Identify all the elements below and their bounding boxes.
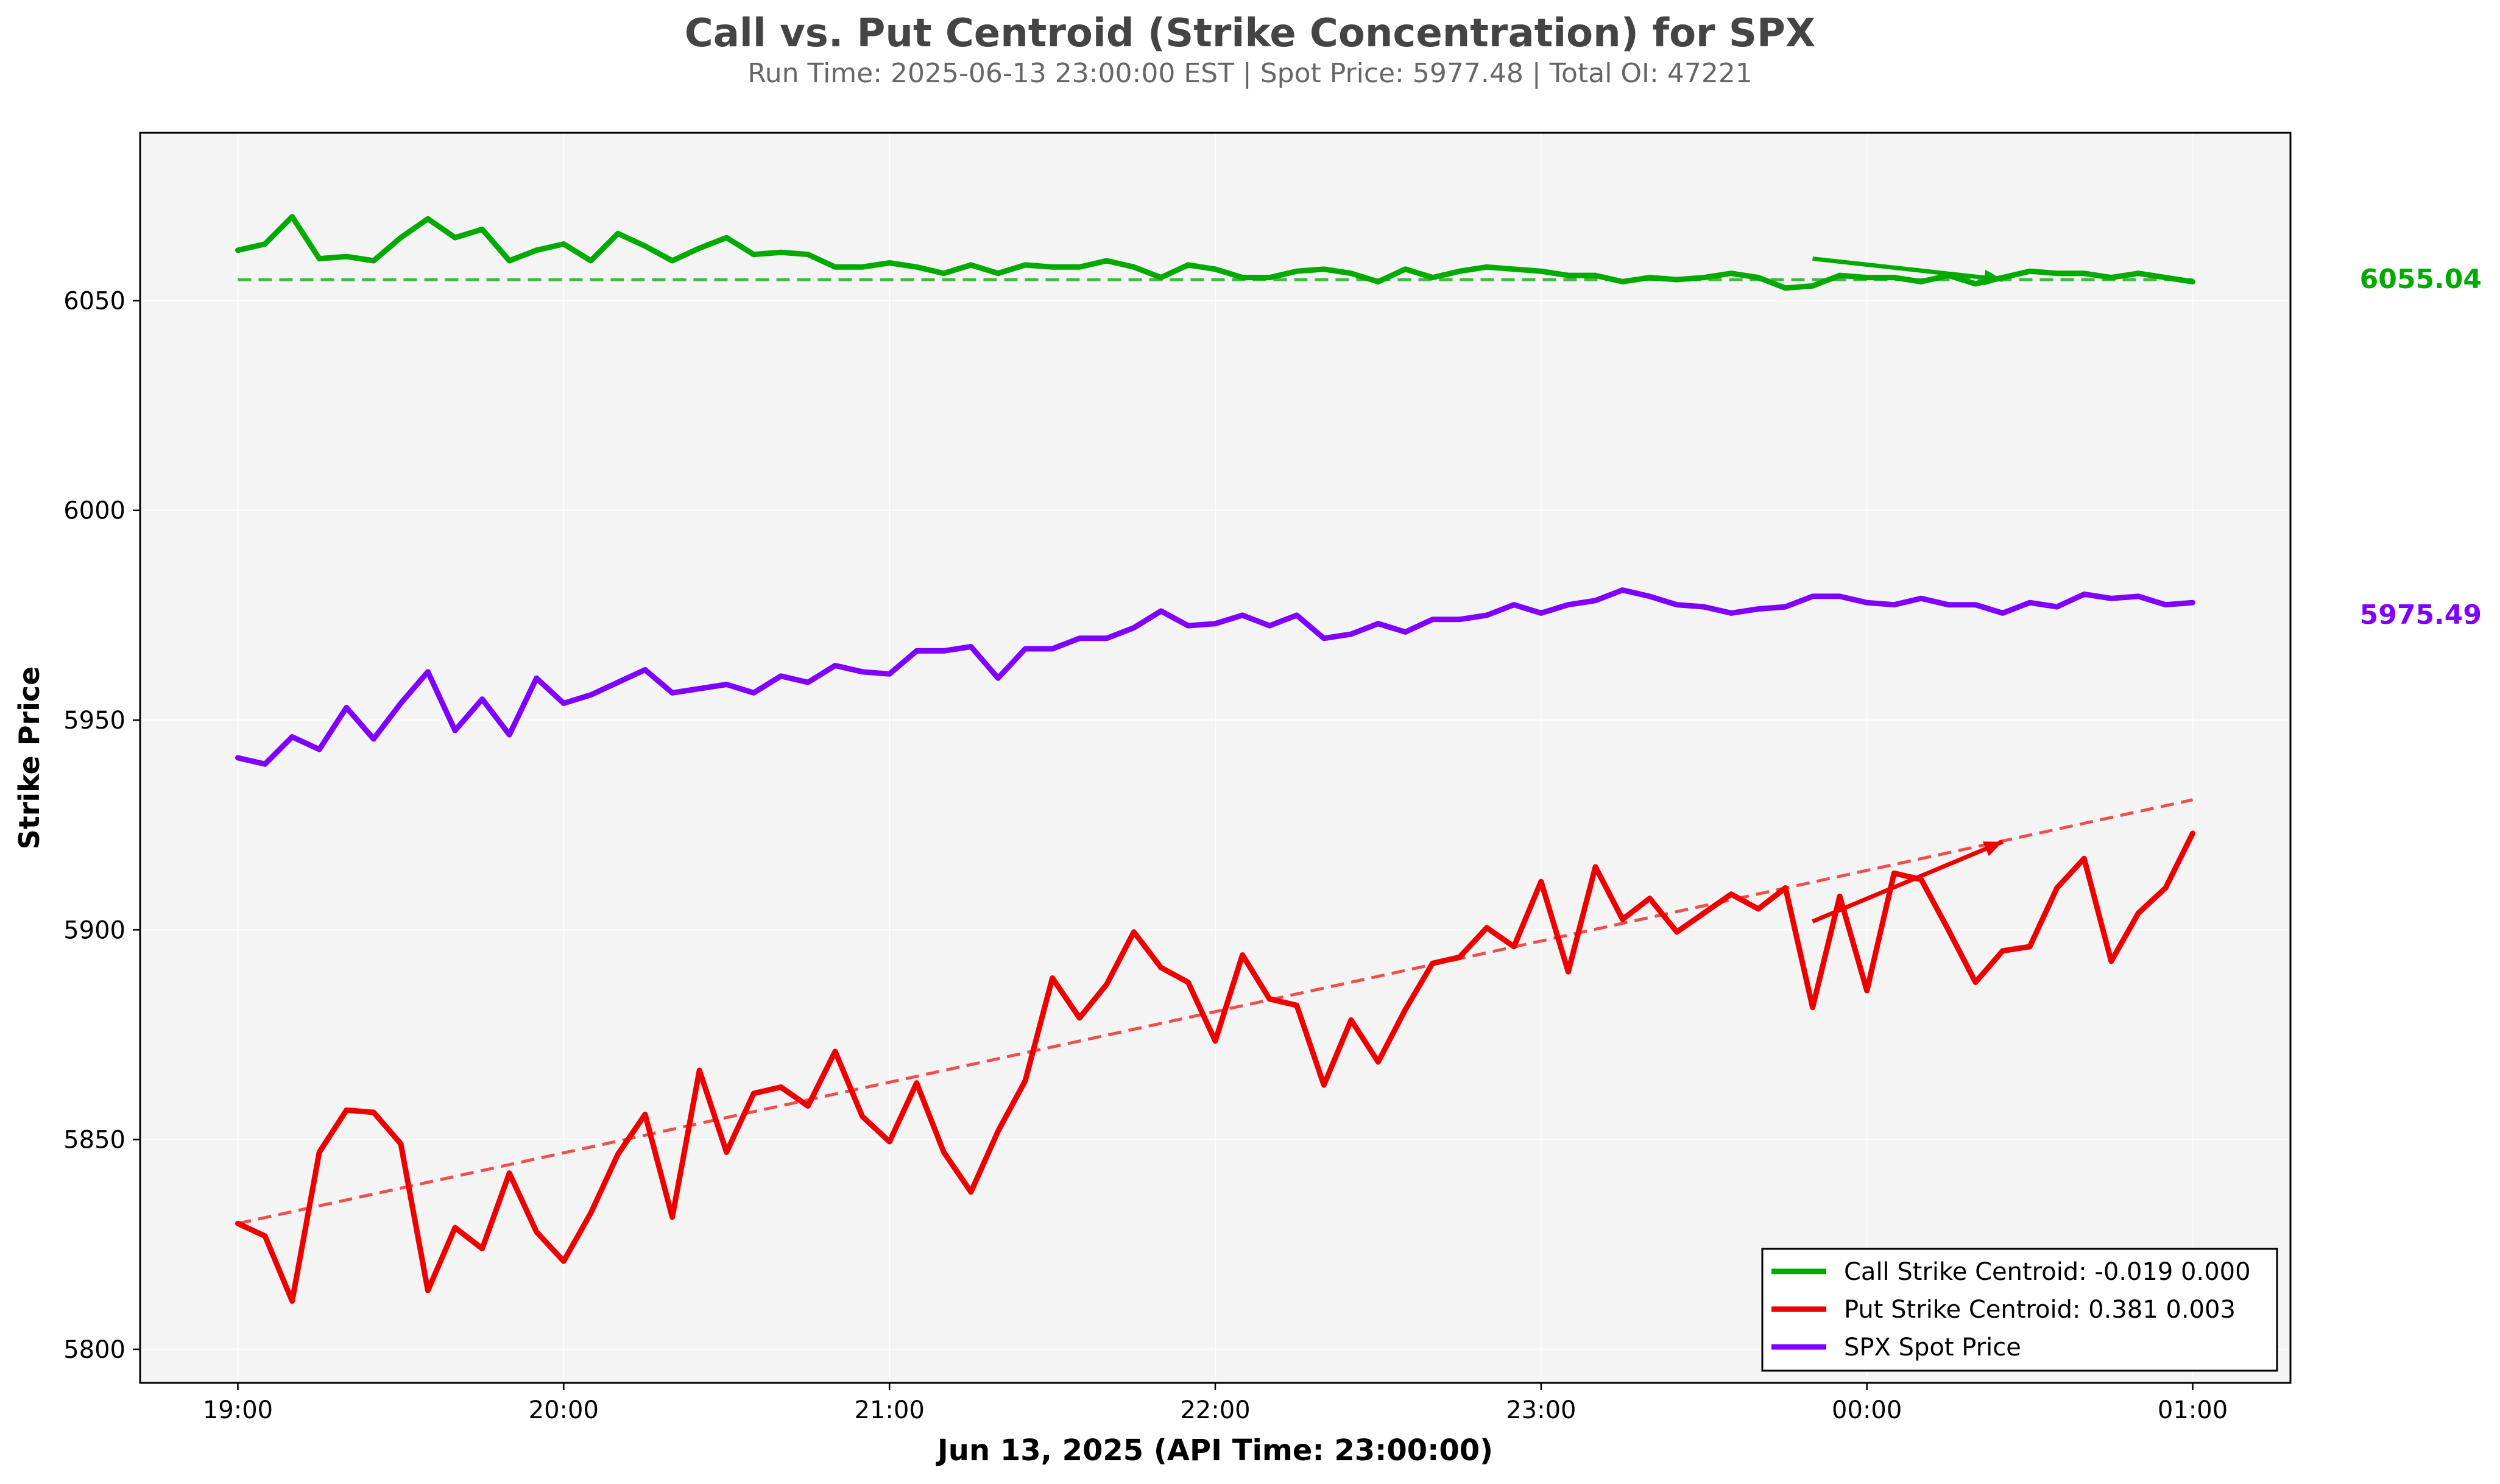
legend: Call Strike Centroid: -0.019 0.000 Put S… xyxy=(1761,1248,2278,1372)
y-tick-label: 5850 xyxy=(63,1126,125,1154)
x-tick-label: 20:00 xyxy=(529,1396,599,1424)
chart-subtitle: Run Time: 2025-06-13 23:00:00 EST | Spot… xyxy=(747,58,1753,89)
x-tick-label: 22:00 xyxy=(1180,1396,1250,1424)
end-value-labels: 6055.04 5975.49 xyxy=(2360,264,2482,631)
x-tick-label: 23:00 xyxy=(1506,1396,1576,1424)
trendlines xyxy=(237,278,2194,1225)
y-tick-label: 5950 xyxy=(63,707,125,735)
legend-box xyxy=(1761,1248,2278,1372)
call-centroid-line xyxy=(235,214,2195,291)
arrow-head xyxy=(1982,841,2003,857)
put-centroid-line xyxy=(235,830,2195,1304)
arrow-shaft xyxy=(1812,256,2003,282)
call-end-value: 6055.04 xyxy=(2360,264,2482,295)
x-tick-label: 21:00 xyxy=(855,1396,925,1424)
put-trend-arrow xyxy=(1812,839,2004,924)
arrow-shaft xyxy=(1812,839,2004,924)
spx-spot-line xyxy=(235,587,2195,767)
y-tick-label: 5800 xyxy=(63,1336,125,1364)
series-lines xyxy=(235,214,2195,1304)
chart-title: Call vs. Put Centroid (Strike Concentrat… xyxy=(685,11,1815,56)
x-tick-label: 19:00 xyxy=(203,1396,273,1424)
y-tick-label: 6000 xyxy=(63,497,125,525)
x-tick-label: 01:00 xyxy=(2158,1396,2228,1424)
arrow-head xyxy=(1983,269,2003,286)
y-tick-label: 6050 xyxy=(63,287,125,315)
trend-arrows xyxy=(1812,256,2004,924)
y-axis: 5800 5850 5900 5950 6000 6050 xyxy=(63,287,140,1364)
legend-label-call: Call Strike Centroid: -0.019 0.000 xyxy=(1844,1258,2251,1286)
spot-end-value: 5975.49 xyxy=(2360,599,2482,631)
x-tick-label: 00:00 xyxy=(1832,1396,1902,1424)
call-trend-arrow xyxy=(1812,256,2003,286)
grid xyxy=(140,133,2290,1383)
legend-label-put: Put Strike Centroid: 0.381 0.003 xyxy=(1844,1296,2236,1324)
legend-label-spot: SPX Spot Price xyxy=(1844,1334,2021,1362)
x-axis: 19:00 20:00 21:00 22:00 23:00 00:00 01:00 xyxy=(203,1383,2228,1424)
y-tick-label: 5900 xyxy=(63,916,125,944)
put-trendline xyxy=(237,798,2194,1225)
x-axis-label: Jun 13, 2025 (API Time: 23:00:00) xyxy=(936,1433,1493,1468)
y-axis-label: Strike Price xyxy=(13,666,46,850)
